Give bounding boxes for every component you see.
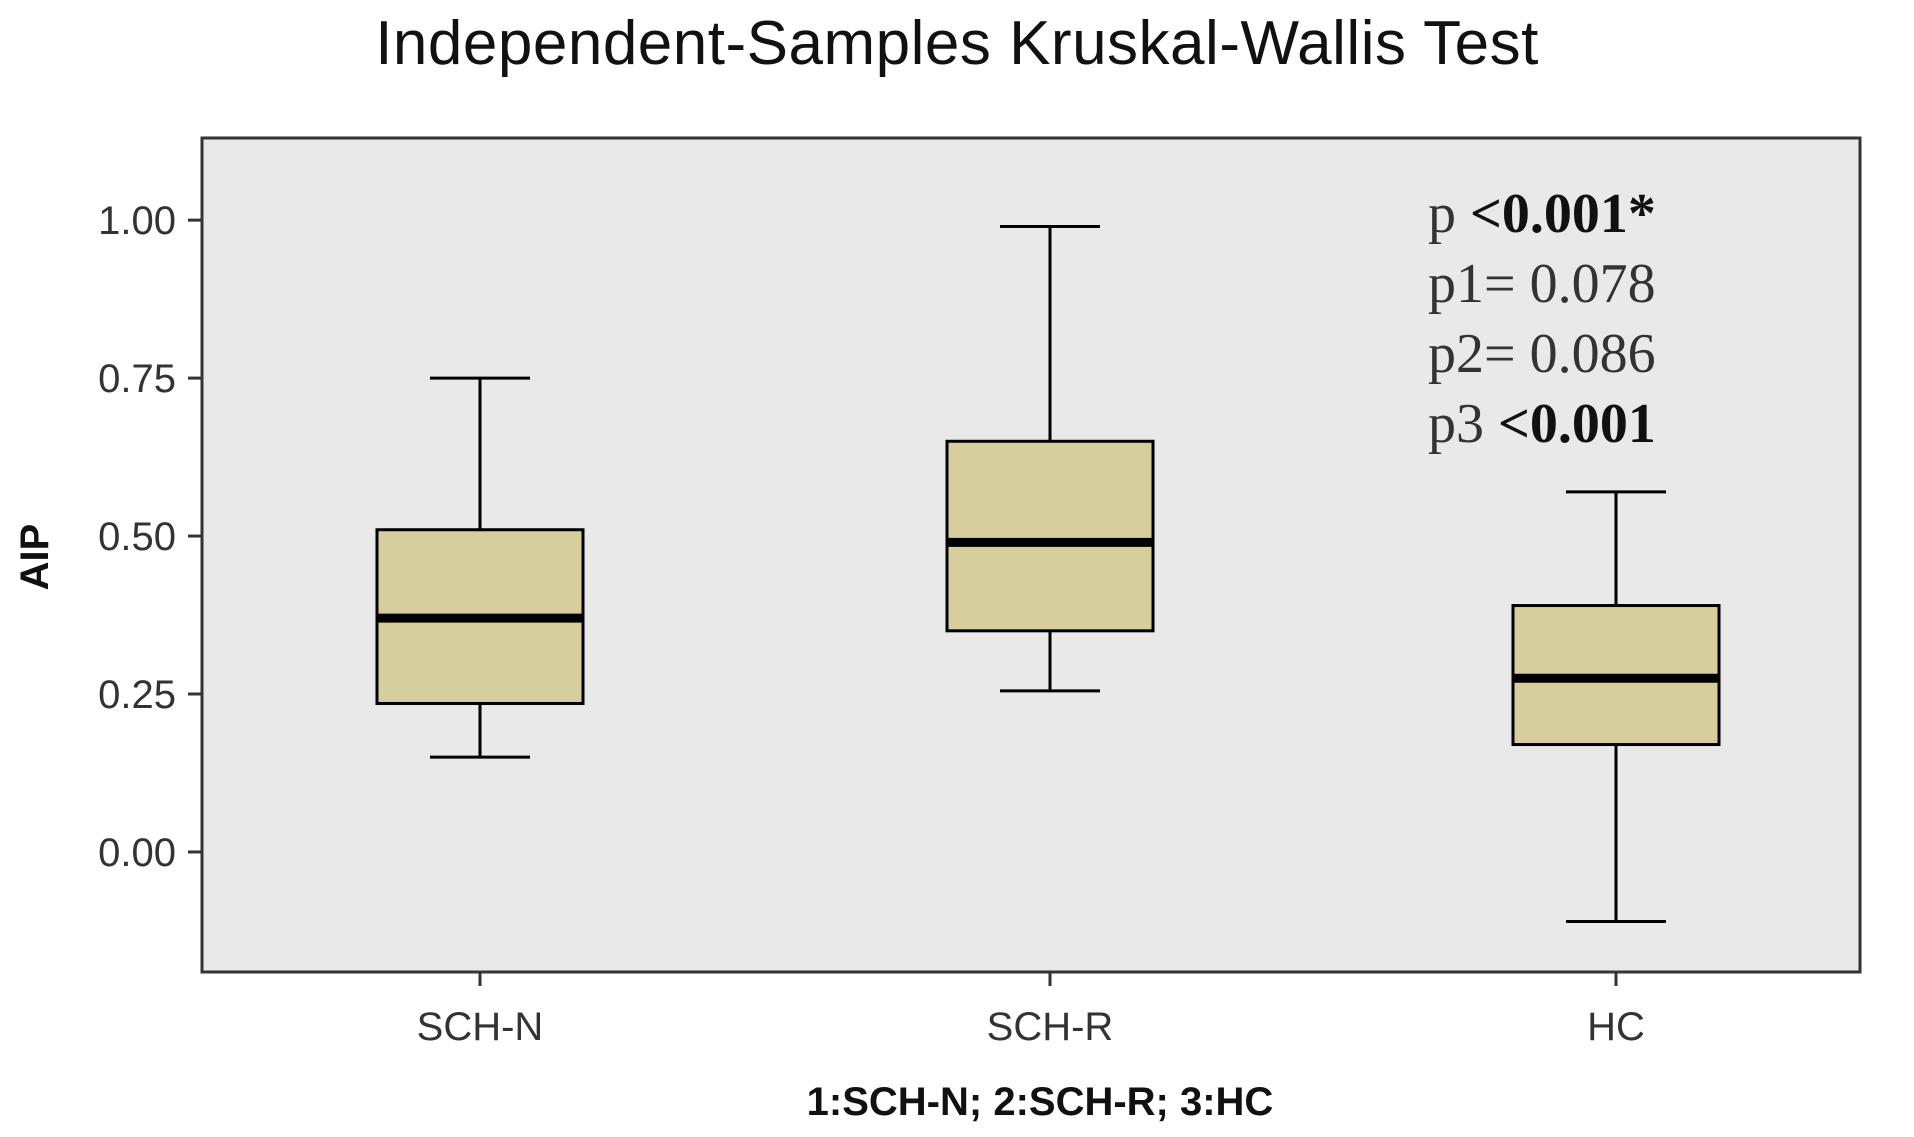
x-tick-label: HC: [1587, 1005, 1645, 1049]
p-value-annotation: p <0.001*: [1428, 183, 1656, 245]
p-label: p: [1428, 183, 1470, 245]
x-tick-label: SCH-R: [987, 1005, 1114, 1049]
box-sch-n: [375, 376, 585, 759]
y-tick-label: 0.50: [98, 515, 176, 559]
y-tick-label: 1.00: [98, 199, 176, 243]
y-tick-label: 0.00: [98, 831, 176, 875]
p-value-annotation: p1= 0.078: [1428, 253, 1656, 315]
boxes-group: [375, 224, 1721, 923]
p-label: p1= 0.078: [1428, 253, 1656, 315]
iqr-box: [945, 439, 1155, 633]
box-hc: [1511, 490, 1721, 923]
x-axis: SCH-N SCH-R HC: [417, 972, 1645, 1049]
p-label: p2= 0.086: [1428, 323, 1656, 385]
y-tick-label: 0.75: [98, 357, 176, 401]
p-label: p3: [1428, 393, 1498, 455]
significance-marker: *: [1628, 183, 1656, 245]
y-tick-label: 0.25: [98, 673, 176, 717]
chart-title: Independent-Samples Kruskal-Wallis Test: [375, 9, 1539, 78]
p-value-bold: <0.001: [1498, 393, 1656, 455]
p-value-annotation: p2= 0.086: [1428, 323, 1656, 385]
box-sch-r: [945, 224, 1155, 693]
x-axis-title: 1:SCH-N; 2:SCH-R; 3:HC: [807, 1080, 1274, 1124]
y-axis-title: AIP: [13, 524, 57, 591]
x-tick-label: SCH-N: [417, 1005, 544, 1049]
y-axis: 0.00 0.25 0.50 0.75 1.00: [98, 199, 202, 875]
p-value-bold: <0.001: [1470, 183, 1628, 245]
p-value-annotation: p3 <0.001: [1428, 393, 1656, 455]
